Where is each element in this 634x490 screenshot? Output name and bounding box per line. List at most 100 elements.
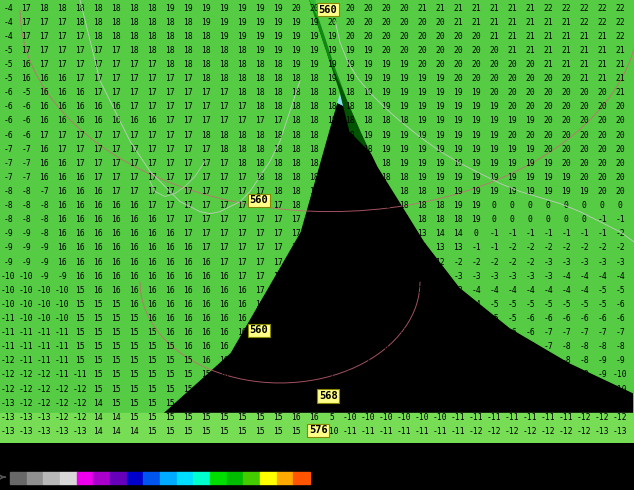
Text: 17: 17 — [309, 314, 319, 323]
Text: -3: -3 — [435, 286, 445, 295]
Text: 15: 15 — [111, 328, 121, 337]
Text: 42: 42 — [273, 485, 281, 490]
Text: 13: 13 — [381, 229, 391, 238]
Text: 15: 15 — [201, 399, 211, 408]
Text: -10: -10 — [577, 385, 592, 393]
Text: 15: 15 — [183, 399, 193, 408]
Text: -11: -11 — [55, 356, 69, 366]
Text: 20: 20 — [579, 145, 589, 154]
Text: 21: 21 — [579, 60, 589, 69]
Text: -10: -10 — [325, 427, 339, 436]
Text: -48: -48 — [21, 485, 33, 490]
Text: 19: 19 — [399, 74, 409, 83]
Text: -6: -6 — [399, 342, 409, 351]
Text: 17: 17 — [57, 18, 67, 26]
Text: 16: 16 — [237, 286, 247, 295]
Text: 20: 20 — [579, 159, 589, 168]
Text: 16: 16 — [21, 74, 31, 83]
Text: 20: 20 — [507, 130, 517, 140]
Text: -9: -9 — [507, 370, 517, 379]
Text: 17: 17 — [129, 187, 139, 196]
Text: -5: -5 — [489, 300, 499, 309]
Text: -8: -8 — [21, 187, 31, 196]
Text: 19: 19 — [309, 18, 319, 26]
Text: 16: 16 — [201, 342, 211, 351]
Text: 14: 14 — [93, 413, 103, 422]
Text: 16: 16 — [183, 244, 193, 252]
Text: 22: 22 — [579, 18, 589, 26]
Text: 18: 18 — [183, 46, 193, 55]
Text: 16: 16 — [75, 117, 85, 125]
Text: 16: 16 — [147, 300, 157, 309]
Text: 19: 19 — [273, 3, 283, 13]
Text: 17: 17 — [39, 130, 49, 140]
Text: 21: 21 — [525, 46, 535, 55]
Text: 16: 16 — [75, 173, 85, 182]
Text: 17: 17 — [237, 258, 247, 267]
Text: 17: 17 — [183, 74, 193, 83]
Text: 17: 17 — [147, 74, 157, 83]
Text: 17: 17 — [237, 201, 247, 210]
Text: 18: 18 — [417, 187, 427, 196]
Text: -7: -7 — [21, 159, 31, 168]
Text: 17: 17 — [129, 102, 139, 111]
Text: 16: 16 — [237, 300, 247, 309]
Text: 18: 18 — [291, 201, 301, 210]
Text: 10: 10 — [327, 300, 337, 309]
Text: 7: 7 — [347, 356, 353, 366]
Text: -8: -8 — [543, 356, 553, 366]
Text: 19: 19 — [363, 74, 373, 83]
Text: 16: 16 — [183, 342, 193, 351]
Text: 0: 0 — [510, 215, 514, 224]
Text: 15: 15 — [201, 413, 211, 422]
Text: 19: 19 — [363, 130, 373, 140]
Text: 18: 18 — [327, 117, 337, 125]
Text: -1: -1 — [525, 229, 535, 238]
Text: -12: -12 — [55, 385, 69, 393]
Text: 16: 16 — [111, 286, 121, 295]
Text: 19: 19 — [471, 88, 481, 97]
Text: 13: 13 — [363, 229, 373, 238]
Text: 16: 16 — [165, 328, 175, 337]
Text: -12: -12 — [73, 399, 87, 408]
Text: -7: -7 — [435, 356, 445, 366]
Text: 10: 10 — [381, 300, 391, 309]
Text: -8: -8 — [39, 229, 49, 238]
Text: 18: 18 — [129, 46, 139, 55]
Text: -5: -5 — [21, 88, 31, 97]
Text: -12: -12 — [469, 427, 483, 436]
Text: 5: 5 — [330, 399, 335, 408]
Text: 16: 16 — [57, 244, 67, 252]
Text: -12: -12 — [522, 427, 537, 436]
Text: -2: -2 — [579, 244, 589, 252]
Text: 560: 560 — [249, 325, 268, 335]
Text: 17: 17 — [291, 244, 301, 252]
Text: 19: 19 — [435, 187, 445, 196]
Text: 15: 15 — [183, 356, 193, 366]
Text: 19: 19 — [399, 145, 409, 154]
Text: 17: 17 — [273, 244, 283, 252]
Text: 17: 17 — [57, 32, 67, 41]
Text: 7: 7 — [347, 370, 353, 379]
Text: 18: 18 — [399, 201, 409, 210]
Text: -7: -7 — [3, 159, 13, 168]
Text: 18: 18 — [273, 159, 283, 168]
Text: 16: 16 — [147, 314, 157, 323]
Text: 16: 16 — [39, 117, 49, 125]
Text: 16: 16 — [93, 229, 103, 238]
Text: -10: -10 — [361, 413, 375, 422]
Text: -12: -12 — [73, 413, 87, 422]
Text: -10: -10 — [612, 385, 627, 393]
Text: 19: 19 — [471, 173, 481, 182]
Text: 12: 12 — [345, 244, 355, 252]
Text: 15: 15 — [255, 427, 265, 436]
Text: 19: 19 — [417, 117, 427, 125]
Text: 19: 19 — [489, 130, 499, 140]
Text: 18: 18 — [363, 201, 373, 210]
Text: 17: 17 — [201, 215, 211, 224]
Text: 16: 16 — [129, 286, 139, 295]
Text: 15: 15 — [129, 370, 139, 379]
Text: 18: 18 — [381, 215, 391, 224]
Text: -8: -8 — [561, 356, 571, 366]
Text: 17: 17 — [147, 102, 157, 111]
